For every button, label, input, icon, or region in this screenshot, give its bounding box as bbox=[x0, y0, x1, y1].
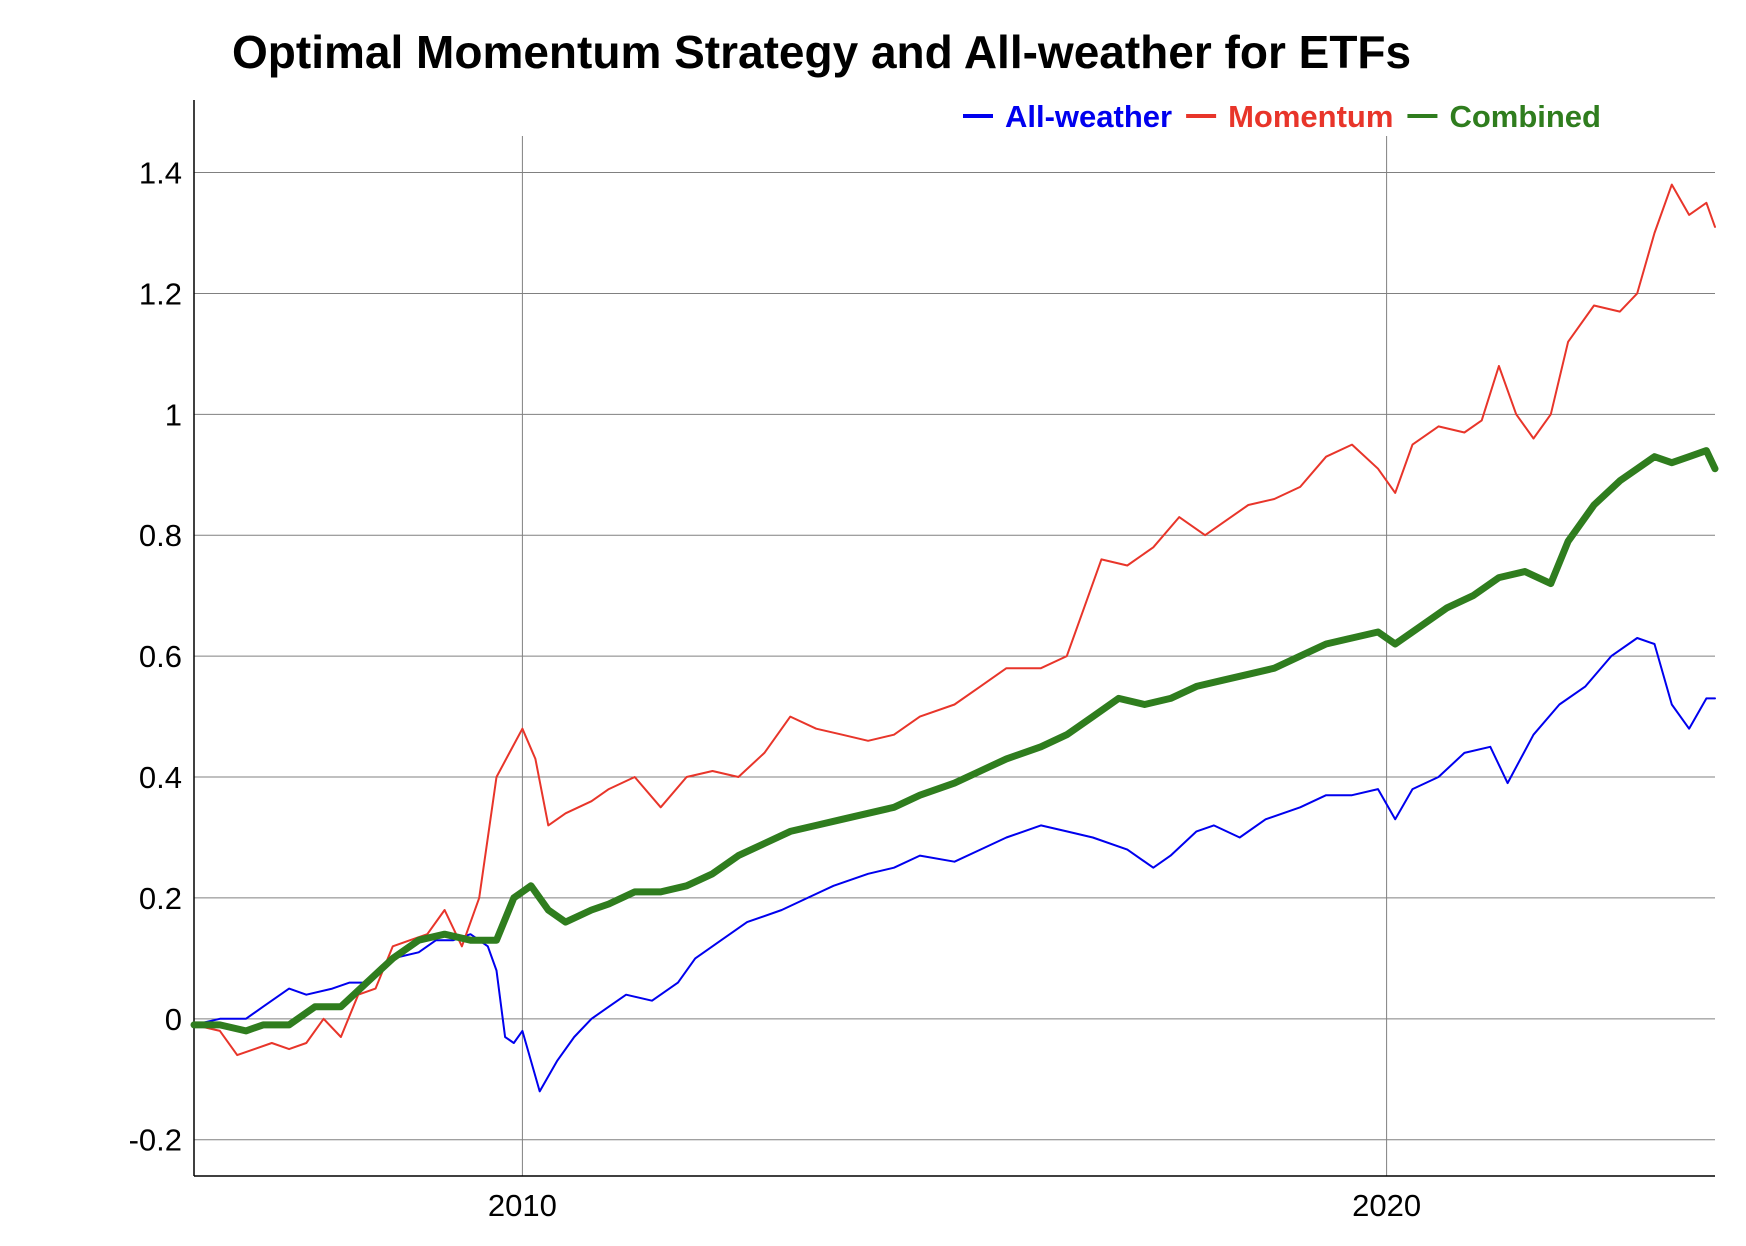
legend-label-combined[interactable]: Combined bbox=[1449, 99, 1601, 134]
y-tick-label: 1 bbox=[165, 397, 182, 432]
y-tick-label: -0.2 bbox=[129, 1123, 182, 1158]
x-tick-label: 2020 bbox=[1352, 1188, 1421, 1223]
y-tick-label: 0.4 bbox=[139, 760, 182, 795]
legend-label-momentum[interactable]: Momentum bbox=[1228, 99, 1393, 134]
y-tick-label: 1.2 bbox=[139, 276, 182, 311]
series-line-all-weather bbox=[193, 637, 1716, 1093]
y-tick-label: 0.6 bbox=[139, 639, 182, 674]
x-tick-label: 2010 bbox=[488, 1188, 557, 1223]
axis-layer: -0.2 0 0.2 0.4 0.6 0.8 1 1.2 1.4 2010 2020 bbox=[129, 100, 1715, 1223]
series-line-momentum bbox=[193, 183, 1716, 1057]
series-layer bbox=[190, 183, 1719, 1093]
chart-legend[interactable]: All-weather Momentum Combined bbox=[963, 99, 1601, 134]
legend-label-all-weather[interactable]: All-weather bbox=[1005, 99, 1172, 134]
chart-title: Optimal Momentum Strategy and All-weathe… bbox=[232, 26, 1411, 78]
y-tick-label: 0.8 bbox=[139, 518, 182, 553]
grid-layer bbox=[194, 136, 1715, 1176]
y-tick-label: 1.4 bbox=[139, 156, 182, 191]
y-tick-label: 0.2 bbox=[139, 881, 182, 916]
series-line-combined bbox=[190, 447, 1719, 1035]
y-tick-label: 0 bbox=[165, 1002, 182, 1037]
